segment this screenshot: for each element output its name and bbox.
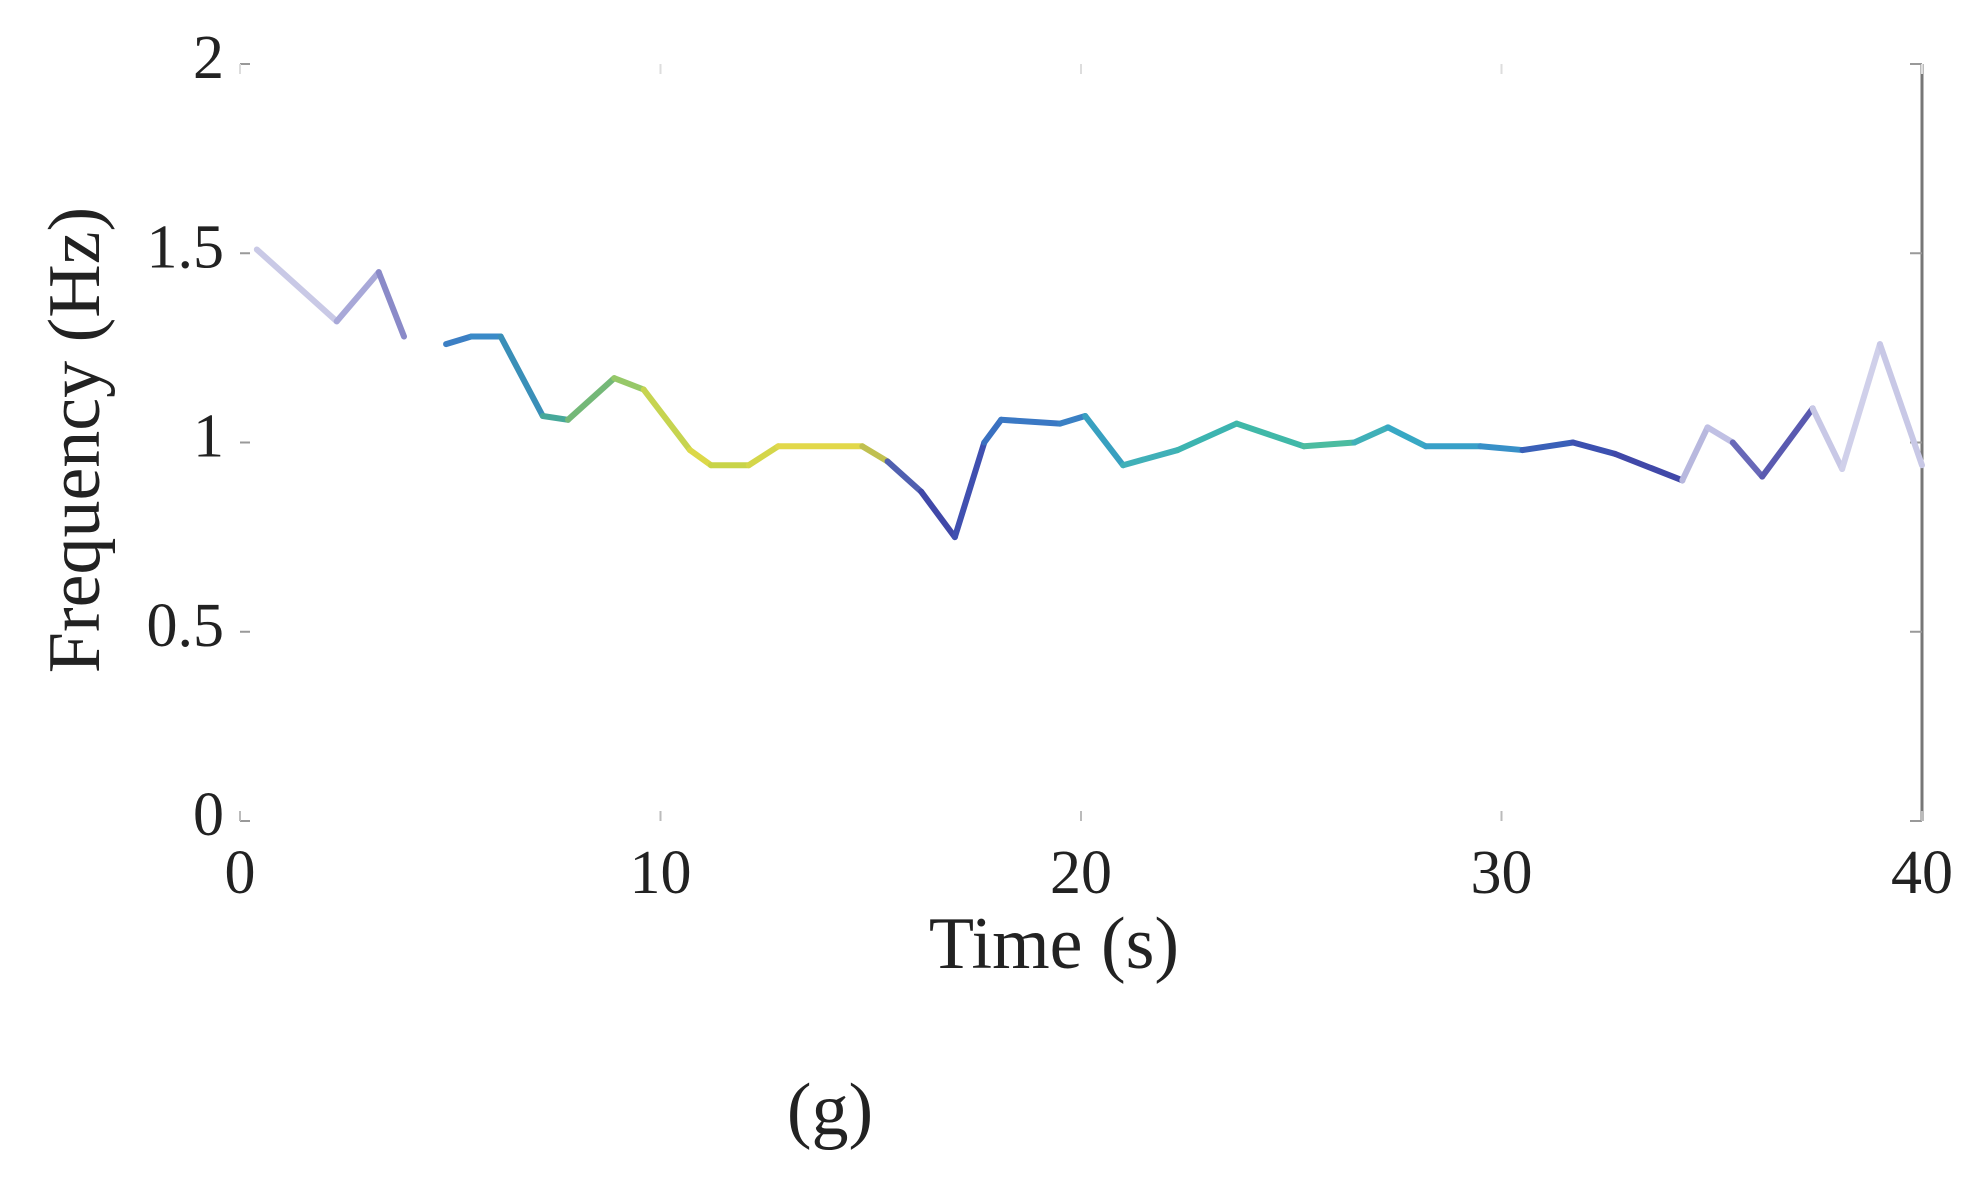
line-segment xyxy=(375,269,407,340)
line-segment xyxy=(539,413,571,423)
line-segment xyxy=(1839,341,1883,472)
x-tick-label: 30 xyxy=(1471,839,1533,907)
x-tick-label: 40 xyxy=(1891,839,1953,907)
x-tick-label: 20 xyxy=(1050,839,1112,907)
line-segment xyxy=(497,333,546,420)
line-segment xyxy=(1082,413,1127,469)
line-segment xyxy=(998,416,1063,427)
y-tick-label: 2 xyxy=(193,24,224,92)
line-segment xyxy=(918,488,958,541)
line-segment xyxy=(1876,341,1925,469)
y-tick-label: 0 xyxy=(193,781,224,849)
x-axis-label: Time (s) xyxy=(929,903,1179,985)
line-segment xyxy=(1759,405,1816,480)
line-segment xyxy=(253,246,340,325)
line-segment xyxy=(981,416,1005,446)
line-segment xyxy=(1612,450,1686,484)
line-segment xyxy=(1729,439,1766,480)
y-tick-label: 1 xyxy=(193,403,224,471)
line-segment xyxy=(1174,420,1240,454)
x-tick-label: 10 xyxy=(630,839,692,907)
line-segment xyxy=(1704,424,1736,446)
line-segment xyxy=(1477,443,1526,454)
line-segment xyxy=(1809,405,1846,472)
line-segment xyxy=(611,375,647,393)
line-segment xyxy=(1569,439,1619,457)
line-segment xyxy=(1300,439,1358,450)
line-segment xyxy=(686,447,714,469)
line-segment xyxy=(443,333,475,348)
line-segment xyxy=(951,439,988,541)
y-tick-label: 0.5 xyxy=(147,592,225,660)
line-segment xyxy=(1120,447,1181,469)
line-segment xyxy=(1056,413,1089,427)
line-segment xyxy=(1351,424,1391,446)
line-segment xyxy=(333,269,382,325)
x-tick-label: 0 xyxy=(225,839,256,907)
y-axis-label: Frequency (Hz) xyxy=(34,207,116,673)
line-segment xyxy=(564,375,618,423)
line-segment xyxy=(1679,424,1711,484)
line-segment xyxy=(640,386,693,454)
caption: (g) xyxy=(787,1069,873,1151)
y-tick-label: 1.5 xyxy=(147,213,225,281)
line-segment xyxy=(1233,420,1307,450)
line-segment xyxy=(745,443,782,469)
line-segment xyxy=(859,443,891,465)
line-segment xyxy=(884,458,925,495)
line-segment xyxy=(1519,439,1576,454)
line-segment xyxy=(1384,424,1429,450)
